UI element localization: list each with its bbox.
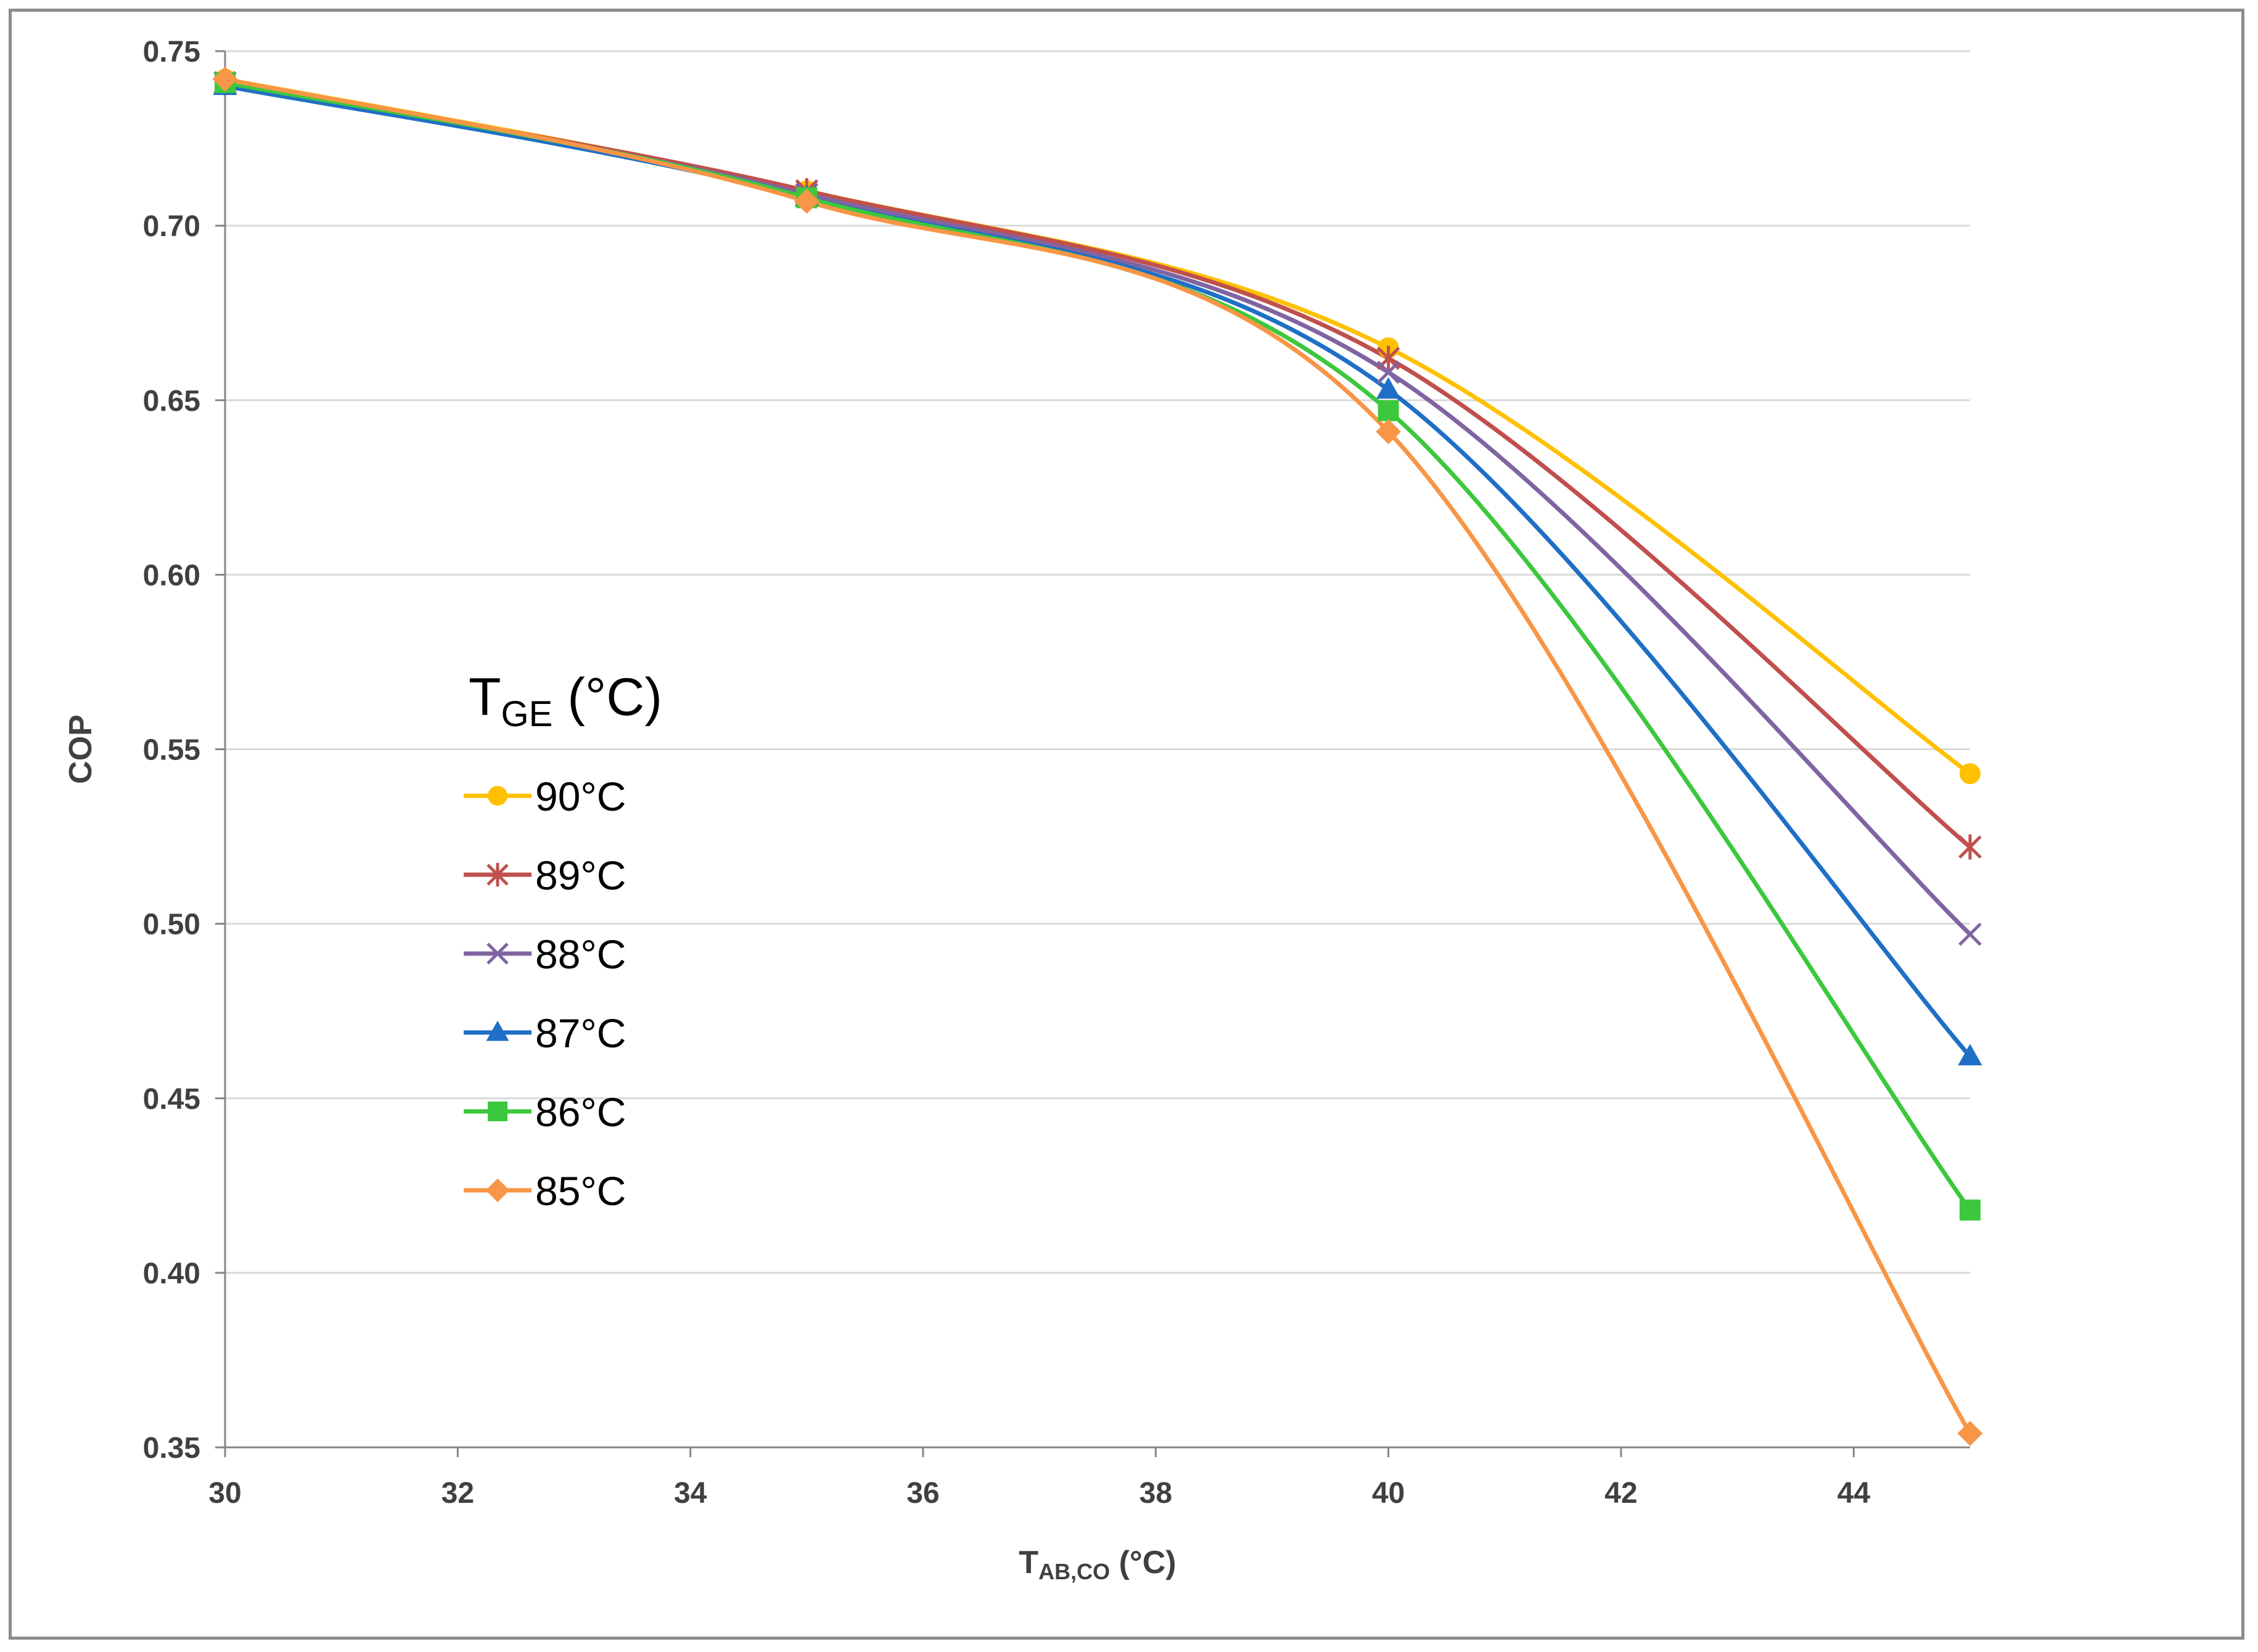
series-line — [224, 76, 1973, 1435]
series-line — [224, 80, 1972, 849]
data-point — [1957, 1420, 1983, 1446]
legend-swatch-marker — [486, 1020, 509, 1041]
data-point — [1958, 834, 1982, 860]
y-tick-label: 0.50 — [143, 909, 200, 941]
data-point — [1958, 922, 1982, 946]
legend-label: 90°C — [535, 774, 626, 819]
grid — [225, 50, 1970, 1274]
axis-labels: COP TAB,CO (°C) — [63, 714, 1176, 1584]
data-point — [1960, 763, 1981, 785]
x-axis-title: TAB,CO (°C) — [1019, 1545, 1176, 1584]
legend-title: TGE (°C) — [469, 668, 662, 734]
x-tick-label: 36 — [906, 1477, 939, 1510]
legend-label: 88°C — [535, 931, 626, 977]
y-tick-label: 0.55 — [143, 734, 200, 767]
x-tick-label: 34 — [674, 1477, 707, 1510]
data-point — [212, 66, 238, 92]
y-tick-label: 0.40 — [143, 1257, 200, 1290]
legend-swatch-marker — [486, 862, 509, 887]
legend-swatch-marker — [488, 786, 507, 806]
legend-label: 85°C — [535, 1168, 626, 1214]
x-tick-label: 32 — [441, 1477, 474, 1510]
series-lines — [224, 76, 1973, 1435]
legend-label: 87°C — [535, 1010, 626, 1056]
y-axis-title: COP — [63, 714, 99, 784]
data-point — [1376, 419, 1402, 444]
x-tick-label: 30 — [208, 1477, 241, 1510]
y-tick-label: 0.65 — [143, 385, 200, 417]
data-point — [1377, 400, 1399, 422]
x-tick-label: 40 — [1372, 1477, 1405, 1510]
data-point — [1960, 1199, 1981, 1221]
y-tick-label: 0.75 — [143, 36, 200, 68]
data-point — [1376, 361, 1400, 384]
axes: 0.35 0.40 0.45 0.50 0.55 0.60 0.65 0.70 0.75 30 32… — [143, 36, 1970, 1510]
legend: TGE (°C) 90°C 89°C 88°C 87°C 86°C 85°C — [464, 668, 662, 1214]
y-tick-label: 0.35 — [143, 1432, 200, 1465]
y-tick-label: 0.60 — [143, 559, 200, 592]
x-tick-label: 38 — [1139, 1477, 1172, 1510]
data-markers — [212, 66, 1983, 1446]
legend-swatch-marker — [485, 1178, 510, 1203]
series-line — [224, 84, 1972, 1058]
chart-frame — [9, 9, 2244, 1640]
x-tick-label: 44 — [1837, 1477, 1871, 1510]
series-line — [224, 80, 1972, 936]
legend-label: 86°C — [535, 1089, 626, 1135]
legend-label: 89°C — [535, 853, 626, 898]
data-point — [794, 189, 819, 214]
data-point — [1958, 1044, 1982, 1066]
legend-swatch-marker — [488, 1102, 507, 1121]
x-tick-label: 42 — [1604, 1477, 1637, 1510]
y-tick-label: 0.70 — [143, 210, 200, 243]
y-tick-label: 0.45 — [143, 1083, 200, 1116]
data-point — [1376, 377, 1401, 399]
legend-swatch-marker — [486, 943, 509, 965]
